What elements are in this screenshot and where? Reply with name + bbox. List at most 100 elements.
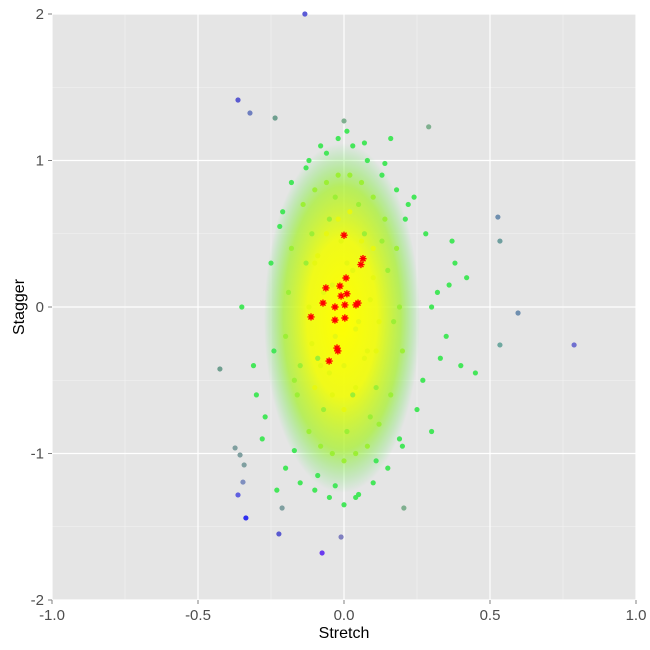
point [306, 304, 312, 310]
point [239, 304, 245, 310]
point [361, 231, 368, 237]
point [353, 384, 359, 391]
x-tick-label: 0.0 [334, 607, 355, 624]
point [382, 160, 388, 167]
point [350, 143, 356, 149]
point [243, 515, 249, 521]
point [353, 494, 359, 501]
point [426, 124, 432, 130]
point [338, 534, 344, 540]
point [280, 209, 286, 215]
x-axis-title: Stretch [319, 625, 370, 642]
point [237, 452, 243, 458]
point [235, 97, 241, 103]
point [358, 238, 365, 244]
point [391, 319, 397, 325]
point [364, 443, 370, 449]
point [405, 201, 411, 208]
point [393, 245, 400, 251]
point [288, 179, 295, 186]
point [338, 238, 344, 244]
point [288, 245, 295, 251]
point [341, 458, 347, 464]
point [294, 392, 300, 398]
point [347, 172, 353, 178]
point [515, 310, 521, 316]
point [315, 472, 321, 479]
point [332, 483, 338, 489]
point [437, 355, 443, 361]
star-point [341, 301, 349, 309]
y-tick-label: 0 [36, 299, 44, 316]
x-tick-label: 1.0 [626, 607, 647, 624]
point [303, 165, 309, 171]
point [464, 275, 470, 281]
point [335, 216, 341, 222]
star-point [319, 299, 327, 307]
point [411, 194, 417, 200]
point [414, 406, 420, 413]
point [306, 157, 312, 164]
point [312, 384, 318, 391]
point [262, 414, 268, 420]
point [429, 428, 435, 435]
point [341, 406, 347, 413]
point [373, 384, 379, 391]
star-point [357, 260, 365, 269]
point [358, 179, 365, 186]
star-point [331, 303, 339, 311]
point [312, 187, 318, 193]
point [320, 289, 327, 295]
point [379, 238, 385, 244]
point [253, 392, 259, 398]
point [373, 458, 379, 464]
point [402, 216, 408, 222]
y-tick-label: -2 [31, 592, 44, 609]
point [300, 201, 306, 208]
x-tick-label: 0.5 [480, 607, 501, 624]
point [277, 223, 283, 230]
point [309, 231, 315, 237]
point [423, 231, 429, 237]
point [385, 267, 391, 273]
point [240, 479, 246, 485]
point [259, 436, 265, 442]
point [306, 428, 312, 435]
point [420, 377, 426, 383]
point [364, 348, 370, 354]
point [361, 140, 368, 146]
point [472, 370, 478, 376]
point [291, 377, 297, 383]
point [332, 333, 338, 339]
points [217, 11, 577, 556]
point [312, 260, 318, 266]
point [356, 319, 362, 325]
point [232, 445, 238, 451]
point [318, 363, 324, 369]
point [396, 304, 403, 310]
point [319, 550, 325, 556]
star-point [322, 284, 330, 292]
x-tick-label: -1.0 [39, 607, 65, 624]
point [335, 135, 341, 142]
point [276, 531, 282, 537]
point [268, 260, 274, 266]
point [241, 462, 247, 468]
point [497, 342, 503, 348]
point [361, 355, 368, 361]
point [285, 289, 292, 295]
point [376, 319, 382, 325]
point [279, 505, 285, 511]
point [396, 436, 403, 442]
point [382, 216, 388, 222]
point [326, 370, 332, 376]
point [235, 492, 241, 498]
point [385, 465, 391, 471]
y-tick-label: 2 [36, 6, 44, 23]
point [458, 363, 464, 369]
point [332, 194, 338, 200]
point [344, 428, 350, 435]
y-tick-label: -1 [31, 446, 44, 463]
